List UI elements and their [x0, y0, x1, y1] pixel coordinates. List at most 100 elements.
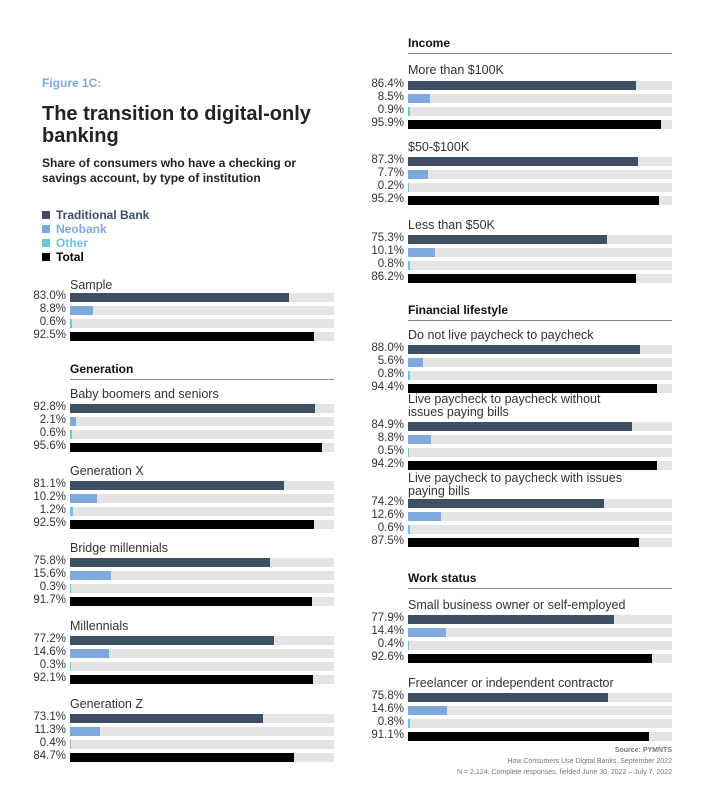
- bar-neobank: [70, 570, 112, 580]
- value-label: 0.6%: [39, 427, 66, 439]
- legend-label: Traditional Bank: [56, 208, 150, 222]
- value-label: 75.8%: [33, 555, 66, 567]
- bar-track: [408, 169, 672, 179]
- value-label: 91.7%: [33, 594, 66, 606]
- legend-item-neobank: Neobank: [42, 222, 149, 236]
- bar-track: [408, 511, 672, 521]
- legend: Traditional Bank Neobank Other Total: [42, 208, 149, 264]
- value-label: 87.3%: [371, 154, 404, 166]
- bar-track: [408, 653, 672, 663]
- bar-track: [70, 739, 334, 749]
- value-label: 95.6%: [33, 440, 66, 452]
- bar-track: [408, 447, 672, 457]
- value-label: 87.5%: [371, 535, 404, 547]
- bar-total: [70, 752, 294, 762]
- bar-track: [408, 156, 672, 166]
- bar-track: [70, 292, 334, 302]
- bar-traditional-bank: [70, 635, 274, 645]
- value-label: 75.8%: [371, 690, 404, 702]
- source-report: How Consumers Use Digital Banks, Septemb…: [507, 758, 672, 765]
- bar-track: [70, 331, 334, 341]
- value-label: 75.3%: [371, 232, 404, 244]
- value-label: 86.4%: [371, 78, 404, 90]
- value-label: 0.3%: [39, 581, 66, 593]
- legend-swatch: [42, 239, 50, 247]
- value-label: 94.4%: [371, 381, 404, 393]
- group-label: Generation Z: [70, 697, 143, 711]
- bar-track: [408, 498, 672, 508]
- bar-track: [408, 692, 672, 702]
- group-label: Sample: [70, 278, 113, 292]
- legend-label: Other: [56, 236, 89, 250]
- bar-total: [408, 383, 658, 393]
- bar-track: [70, 583, 334, 593]
- value-label: 8.8%: [39, 303, 66, 315]
- group-label: Less than $50K: [408, 218, 495, 232]
- bar-neobank: [408, 357, 423, 367]
- value-label: 84.7%: [33, 750, 66, 762]
- bar-track: [70, 403, 334, 413]
- value-label: 5.6%: [377, 355, 404, 367]
- bar-total: [70, 331, 315, 341]
- bar-track: [70, 713, 334, 723]
- bar-traditional-bank: [408, 80, 637, 90]
- bar-traditional-bank: [70, 292, 290, 302]
- value-label: 15.6%: [33, 568, 66, 580]
- bar-other: [408, 524, 410, 534]
- bar-track: [408, 182, 672, 192]
- bar-other: [70, 429, 72, 439]
- bar-total: [70, 442, 323, 452]
- bar-neobank: [70, 493, 97, 503]
- bar-traditional-bank: [408, 498, 604, 508]
- bar-track: [408, 344, 672, 354]
- bar-track: [70, 318, 334, 328]
- group-label: $50-$100K: [408, 140, 470, 154]
- value-label: 2.1%: [39, 414, 66, 426]
- section-header: Financial lifestyle: [408, 303, 672, 321]
- bar-traditional-bank: [70, 713, 263, 723]
- bar-traditional-bank: [70, 480, 285, 490]
- bar-neobank: [408, 93, 431, 103]
- bar-neobank: [70, 726, 100, 736]
- value-label: 0.9%: [377, 104, 404, 116]
- bar-track: [70, 442, 334, 452]
- bar-total: [408, 731, 649, 741]
- bar-traditional-bank: [408, 614, 614, 624]
- value-label: 74.2%: [371, 496, 404, 508]
- value-label: 73.1%: [33, 711, 66, 723]
- value-label: 83.0%: [33, 290, 66, 302]
- bar-neobank: [408, 169, 429, 179]
- value-label: 94.2%: [371, 458, 404, 470]
- bar-track: [70, 674, 334, 684]
- value-label: 92.5%: [33, 517, 66, 529]
- value-label: 84.9%: [371, 419, 404, 431]
- bar-track: [70, 519, 334, 529]
- value-label: 88.0%: [371, 342, 404, 354]
- bar-track: [70, 752, 334, 762]
- value-label: 12.6%: [371, 509, 404, 521]
- group-label: Live paycheck to paycheck without issues…: [408, 392, 601, 419]
- value-label: 92.6%: [371, 651, 404, 663]
- bar-track: [408, 119, 672, 129]
- bar-track: [408, 705, 672, 715]
- bar-other: [408, 106, 411, 116]
- bar-track: [70, 429, 334, 439]
- chart-subtitle: Share of consumers who have a checking o…: [42, 156, 297, 185]
- group-label: Generation X: [70, 464, 144, 478]
- bar-other: [408, 370, 411, 380]
- figure-label: Figure 1C:: [42, 76, 102, 90]
- group-label: Millennials: [70, 619, 129, 633]
- bar-track: [408, 614, 672, 624]
- bar-total: [408, 537, 639, 547]
- bar-other: [408, 640, 410, 650]
- bar-neobank: [408, 511, 442, 521]
- section-header: Generation: [70, 362, 334, 380]
- group-label: More than $100K: [408, 63, 504, 77]
- bar-track: [408, 383, 672, 393]
- bar-track: [408, 195, 672, 205]
- bar-other: [408, 260, 411, 270]
- value-label: 0.6%: [377, 522, 404, 534]
- bar-track: [70, 493, 334, 503]
- bar-traditional-bank: [408, 421, 633, 431]
- legend-swatch: [42, 225, 50, 233]
